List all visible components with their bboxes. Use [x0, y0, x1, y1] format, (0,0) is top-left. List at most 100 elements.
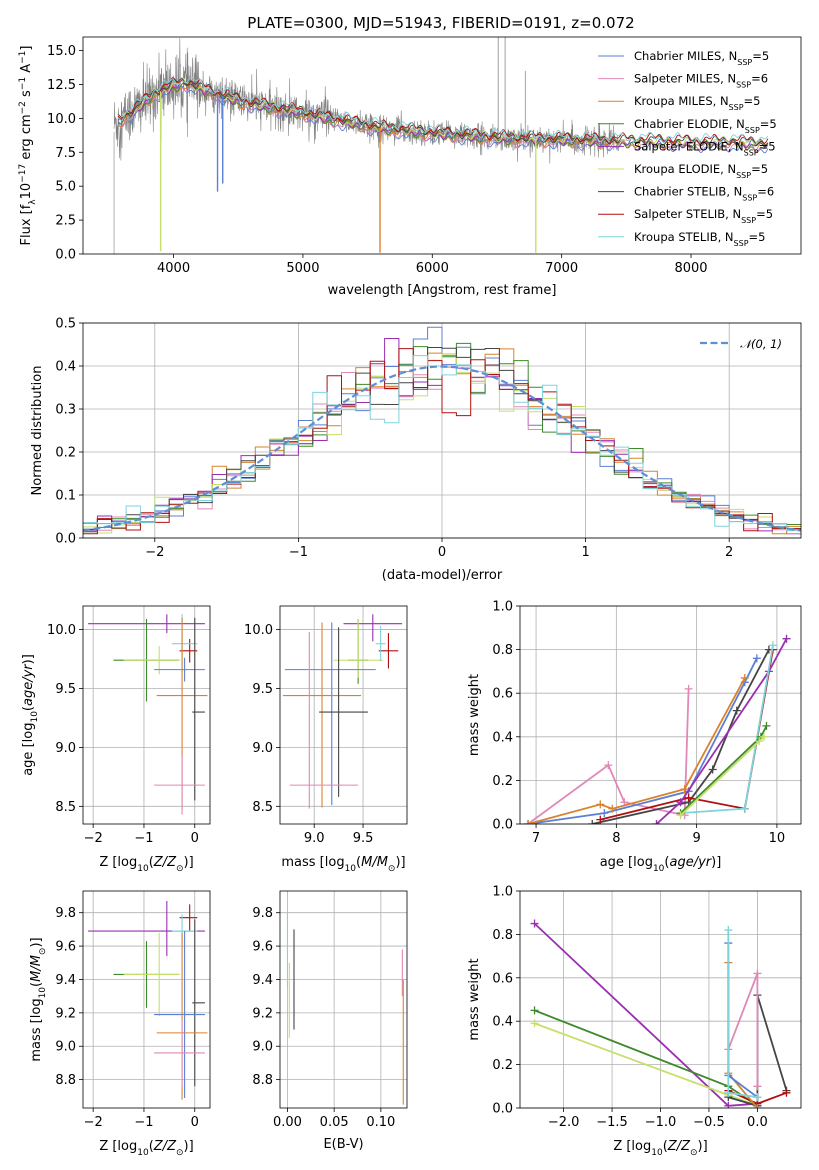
weight-Z-xtick-label: −1.5 — [596, 1115, 628, 1130]
mass-ebv-ytick-label: 9.0 — [252, 1040, 273, 1055]
weight-Z-marker-kroupa-stelib — [753, 1093, 762, 1102]
mass-Z-xlabel: Z [log10(Z/Z⊙)] — [99, 1139, 193, 1158]
mass-Z-ytick-label: 8.8 — [55, 1073, 76, 1088]
weight-age-marker-chabrier-elodie — [762, 721, 771, 730]
mass-ebv-plot — [286, 912, 404, 1105]
weight-Z-marker-chabrier-elodie — [530, 1006, 539, 1015]
age-mass-axes: 9.0 9.5 8.5 9.0 9.5 10.0 mass [log10(M/M⊙)] — [244, 605, 408, 874]
spectrum-xtick-label: 5000 — [286, 261, 319, 276]
residuals-xtick-label: −1 — [289, 545, 308, 560]
age-Z-xlabel: Z [log10(Z/Z⊙)] — [99, 855, 193, 874]
mass-ebv-ytick-label: 9.8 — [252, 906, 273, 921]
spectrum-ytick-label: 10.0 — [47, 112, 76, 127]
residuals-ytick-label: 0.5 — [55, 317, 76, 332]
weight-age-ytick-label: 0.8 — [492, 643, 513, 658]
weight-age-marker-kroupa-miles — [524, 820, 533, 824]
weight-Z-xtick-label: −0.5 — [693, 1115, 725, 1130]
weight-Z-ytick-label: 0.6 — [492, 971, 513, 986]
age-Z-ylabel: age [log10(age/yr)] — [21, 654, 40, 776]
age-Z-xtick-label: 0 — [191, 831, 199, 846]
weight-Z-marker-salpeter-miles — [753, 969, 762, 978]
mass-ebv-ytick-label: 9.4 — [252, 973, 273, 988]
weight-age-marker-salpeter-stelib — [684, 793, 693, 802]
legend-label-salpeter-stelib: Salpeter STELIB, NSSP=5 — [634, 207, 773, 225]
weight-Z-line-chabrier-miles — [727, 943, 758, 1098]
age-Z-ytick-label: 10.0 — [47, 623, 76, 638]
age-Z-ytick-label: 9.5 — [55, 682, 76, 697]
mass-Z-ylabel: mass [log10(M/M⊙)] — [29, 937, 48, 1061]
spectrum-ytick-label: 12.5 — [47, 78, 76, 93]
spectrum-xtick-label: 8000 — [674, 261, 707, 276]
weight-age-marker-kroupa-miles — [740, 673, 749, 682]
weight-age-axes: 7 8 9 10 0.0 0.2 0.4 0.6 0.8 1.0 age [log10(age/yr… — [467, 600, 802, 874]
age-mass-xtick-label: 9.5 — [353, 831, 374, 846]
age-mass-xtick-label: 9.0 — [304, 831, 325, 846]
legend-label-kroupa-stelib: Kroupa STELIB, NSSP=5 — [634, 230, 765, 248]
age-Z-xtick-label: −1 — [134, 831, 153, 846]
weight-age-marker-kroupa-miles — [596, 800, 605, 809]
weight-Z-xtick-label: 0.0 — [747, 1115, 768, 1130]
weight-age-frame — [519, 605, 802, 825]
weight-Z-line-salpeter-elodie — [533, 922, 758, 1107]
weight-Z-axes: −2.0 −1.5 −1.0 −0.5 0.0 0.0 0.2 0.4 0.6 0.8 1.0 Z [… — [467, 885, 802, 1158]
weight-age-marker-salpeter-miles — [604, 761, 613, 770]
residuals-xtick-label: 2 — [725, 545, 733, 560]
weight-age-marker-salpeter-miles — [684, 684, 693, 693]
mass-ebv-ytick-label: 9.2 — [252, 1006, 273, 1021]
spectrum-xlabel: wavelength [Angstrom, rest frame] — [328, 283, 557, 298]
spectrum-xtick-label: 4000 — [157, 261, 190, 276]
weight-age-marker-chabrier-stelib — [708, 765, 717, 774]
weight-Z-marker-salpeter-stelib — [782, 1088, 791, 1097]
age-Z-plot — [88, 614, 208, 815]
spectrum-ytick-label: 15.0 — [47, 44, 76, 59]
weight-Z-marker-salpeter-miles — [753, 1082, 762, 1091]
spectrum-ytick-label: 0.0 — [55, 248, 76, 263]
legend-label-kroupa-miles: Kroupa MILES, NSSP=5 — [634, 94, 760, 112]
weight-age-ytick-label: 0.4 — [492, 730, 513, 745]
weight-age-marker-chabrier-stelib — [732, 706, 741, 715]
weight-age-marker-salpeter-elodie — [782, 634, 791, 643]
mass-ebv-xlabel: E(B-V) — [323, 1137, 363, 1152]
age-mass-ytick-label: 10.0 — [244, 623, 273, 638]
age-Z-ytick-label: 8.5 — [55, 800, 76, 815]
mass-Z-ytick-label: 9.2 — [55, 1006, 76, 1021]
weight-Z-line-salpeter-miles — [727, 973, 759, 1087]
legend-label-normal: 𝒩(0, 1) — [740, 337, 782, 351]
spectrum-frame — [82, 36, 802, 255]
residuals-ytick-label: 0.3 — [55, 403, 76, 418]
weight-Z-ylabel: mass weight — [467, 958, 482, 1040]
spectrum-ytick-label: 7.5 — [55, 146, 76, 161]
spectrum-plot — [113, 37, 769, 254]
residuals-xlabel: (data-model)/error — [382, 568, 503, 583]
weight-age-ytick-label: 0.2 — [492, 774, 513, 789]
legend-label-salpeter-elodie: Salpeter ELODIE, NSSP=5 — [634, 139, 776, 157]
residuals-ytick-label: 0.4 — [55, 360, 76, 375]
mass-Z-frame — [82, 890, 211, 1109]
spectrum-model-chabrier-stelib — [117, 78, 769, 148]
residuals-ytick-label: 0.1 — [55, 489, 76, 504]
spectrum-ytick-label: 5.0 — [55, 180, 76, 195]
mass-ebv-xtick-label: 0.10 — [366, 1115, 395, 1130]
spectrum-ytick-label: 2.5 — [55, 214, 76, 229]
spectrum-ylabel: Flux [fλ10−17 erg cm−2 s−1 A−1] — [18, 46, 38, 246]
residuals-axes: −2 −1 0 1 2 0.0 0.1 0.2 0.3 0.4 0.5 (data-model)/er… — [30, 317, 802, 583]
weight-Z-xtick-label: −2.0 — [548, 1115, 580, 1130]
weight-age-ytick-label: 0.0 — [492, 818, 513, 833]
mass-Z-axes: −2 −1 0 8.8 9.0 9.2 9.4 9.6 9.8 Z [log10(Z/Z⊙)] ma… — [29, 890, 211, 1158]
weight-age-marker-kroupa-elodie — [755, 737, 764, 746]
weight-Z-ytick-label: 0.4 — [492, 1015, 513, 1030]
weight-age-marker-kroupa-stelib — [768, 641, 777, 650]
weight-Z-ytick-label: 1.0 — [492, 885, 513, 900]
weight-age-marker-kroupa-miles — [680, 785, 689, 794]
weight-age-marker-salpeter-stelib — [596, 815, 605, 824]
weight-age-ytick-label: 0.6 — [492, 687, 513, 702]
residuals-ytick-label: 0.0 — [55, 532, 76, 547]
residuals-xtick-label: −2 — [145, 545, 164, 560]
weight-age-marker-salpeter-elodie — [652, 820, 661, 824]
mass-Z-ytick-label: 9.8 — [55, 906, 76, 921]
mass-Z-ytick-label: 9.4 — [55, 973, 76, 988]
mass-ebv-ytick-label: 8.8 — [252, 1073, 273, 1088]
weight-age-marker-kroupa-elodie — [760, 732, 769, 741]
residuals-ylabel: Normed distribution — [30, 366, 45, 496]
